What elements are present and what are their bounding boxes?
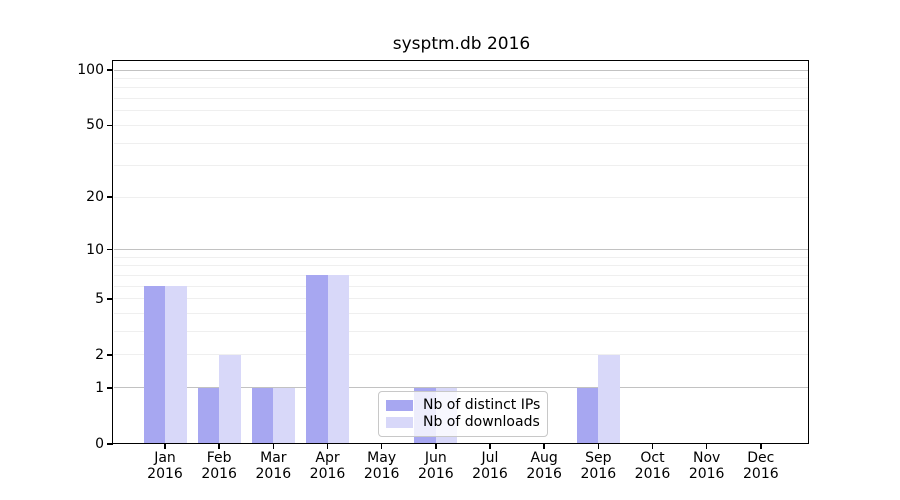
gridline-minor: [114, 313, 808, 315]
gridline-minor: [114, 124, 808, 126]
x-tick-label: Sep 2016: [580, 450, 617, 482]
bar-downloads-apr-2016: [327, 275, 349, 444]
gridline-minor: [114, 142, 808, 144]
gridline-minor: [114, 256, 808, 258]
chart-title: sysptm.db 2016: [392, 34, 531, 54]
x-axis-tick: [272, 444, 275, 449]
gridline-minor: [114, 98, 808, 100]
x-axis-tick: [597, 444, 600, 449]
legend-label-distinct-ips: Nb of distinct IPs: [423, 397, 541, 413]
y-axis-tick: [107, 124, 113, 127]
legend-swatch-downloads: [386, 417, 413, 428]
y-tick-label: 100: [77, 62, 104, 78]
x-axis-tick: [380, 444, 383, 449]
x-axis-tick: [651, 444, 654, 449]
x-tick-label: Apr 2016: [309, 450, 346, 482]
y-tick-label: 20: [86, 189, 104, 206]
x-tick-label: Mar 2016: [255, 450, 292, 482]
y-axis-tick: [107, 248, 113, 251]
bar-distinct-ips-mar-2016: [251, 387, 274, 444]
gridline-minor: [114, 165, 808, 167]
x-axis-tick: [435, 444, 437, 449]
legend-item-distinct-ips: Nb of distinct IPs: [386, 397, 541, 414]
bar-downloads-jan-2016: [165, 286, 187, 444]
gridline-minor: [114, 274, 808, 276]
gridline-minor: [114, 331, 808, 333]
y-axis-tick: [107, 196, 113, 199]
y-axis-tick: [107, 297, 113, 300]
x-tick-label: Dec 2016: [743, 450, 779, 482]
gridline-minor: [114, 87, 808, 89]
x-axis-tick: [489, 444, 491, 449]
legend-item-downloads: Nb of downloads: [386, 414, 540, 431]
gridline-minor: [114, 196, 808, 198]
x-tick-label: Aug 2016: [526, 450, 562, 482]
gridline-major: [114, 387, 808, 389]
x-axis-tick: [218, 444, 220, 449]
x-tick-label: Oct 2016: [634, 450, 671, 482]
legend-swatch-distinct-ips: [386, 400, 413, 411]
x-axis-tick: [760, 444, 762, 449]
x-tick-label: Nov 2016: [688, 450, 725, 482]
x-axis-tick: [705, 444, 708, 449]
gridline-minor: [114, 285, 808, 287]
x-axis-tick: [326, 444, 329, 449]
y-axis-tick: [107, 354, 113, 356]
gridline-major: [114, 249, 808, 251]
bar-downloads-sep-2016: [598, 354, 620, 444]
y-tick-label: 5: [95, 290, 104, 307]
x-tick-label: May 2016: [363, 450, 400, 482]
gridline-minor: [114, 298, 808, 300]
x-axis-tick: [164, 444, 166, 449]
x-axis-tick: [543, 444, 545, 449]
bar-distinct-ips-apr-2016: [306, 275, 328, 444]
gridline-minor: [114, 265, 808, 267]
y-axis-tick: [107, 387, 113, 389]
bar-distinct-ips-feb-2016: [197, 387, 220, 444]
gridline-major: [114, 69, 808, 71]
x-tick-label: Feb 2016: [201, 450, 237, 482]
bar-downloads-mar-2016: [273, 387, 295, 444]
y-axis-tick: [107, 69, 113, 71]
y-tick-label: 0: [95, 436, 104, 452]
y-tick-label: 50: [86, 117, 104, 134]
gridline-minor: [114, 354, 808, 356]
gridline-minor: [114, 77, 808, 79]
legend: Nb of distinct IPs Nb of downloads: [378, 391, 548, 437]
y-tick-label: 1: [95, 379, 104, 396]
bar-distinct-ips-sep-2016: [576, 387, 599, 444]
y-tick-label: 10: [86, 241, 104, 258]
x-tick-label: Jan 2016: [147, 450, 183, 482]
bar-downloads-feb-2016: [219, 354, 241, 444]
legend-label-downloads: Nb of downloads: [423, 414, 540, 430]
x-tick-label: Jul 2016: [472, 450, 508, 482]
gridline-minor: [114, 110, 808, 112]
y-tick-label: 2: [95, 346, 104, 363]
x-tick-label: Jun 2016: [418, 450, 454, 482]
y-axis-tick: [107, 443, 113, 445]
bar-distinct-ips-jan-2016: [143, 286, 165, 444]
